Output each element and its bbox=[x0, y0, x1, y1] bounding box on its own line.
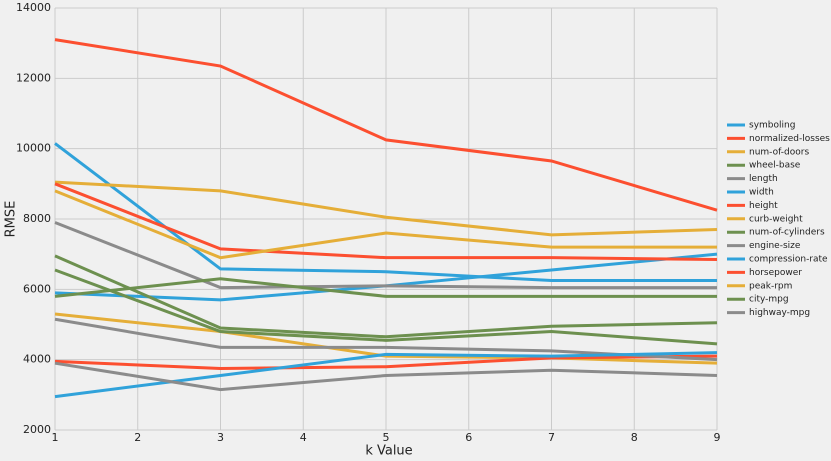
y-tick-label: 4000 bbox=[23, 353, 51, 366]
y-tick-label: 10000 bbox=[16, 142, 51, 155]
line bbox=[54, 182, 718, 261]
legend-label: length bbox=[749, 174, 778, 184]
x-axis-label: k Value bbox=[365, 444, 412, 459]
y-tick-label: 14000 bbox=[16, 1, 51, 14]
legend-label: compression-rate bbox=[749, 255, 828, 265]
y-tick-label: 2000 bbox=[23, 423, 51, 436]
line bbox=[54, 312, 718, 365]
y-axis-label: RMSE bbox=[4, 201, 19, 238]
legend-label: normalized-losses bbox=[749, 134, 830, 144]
line bbox=[54, 361, 718, 392]
x-tick-label: 6 bbox=[465, 431, 472, 444]
legend-label: city-mpg bbox=[749, 295, 789, 305]
legend-label: horsepower bbox=[749, 268, 802, 278]
legend-label: peak-rpm bbox=[749, 281, 792, 291]
line bbox=[54, 221, 717, 290]
x-tick-label: 8 bbox=[631, 431, 638, 444]
x-tick-label: 7 bbox=[548, 431, 555, 444]
x-tick-label: 4 bbox=[300, 431, 307, 444]
y-tick-label: 6000 bbox=[23, 282, 51, 295]
line bbox=[54, 254, 718, 339]
line bbox=[54, 268, 718, 346]
line bbox=[54, 351, 718, 399]
legend-label: width bbox=[749, 188, 774, 198]
legend-label: engine-size bbox=[749, 241, 801, 251]
line bbox=[54, 277, 717, 298]
x-tick-label: 1 bbox=[52, 431, 59, 444]
y-tick-label: 12000 bbox=[16, 71, 51, 84]
x-tick-label: 5 bbox=[383, 431, 390, 444]
y-tick-label: 8000 bbox=[23, 212, 51, 225]
legend-label: num-of-doors bbox=[749, 147, 809, 157]
line bbox=[54, 354, 718, 370]
legend-label: height bbox=[749, 201, 778, 211]
line bbox=[54, 189, 717, 260]
line bbox=[54, 180, 718, 237]
legend-label: wheel-base bbox=[749, 161, 801, 171]
legend-label: symboling bbox=[749, 121, 795, 131]
line bbox=[54, 38, 718, 212]
legend-label: num-of-cylinders bbox=[749, 228, 825, 238]
legend-label: highway-mpg bbox=[749, 308, 810, 318]
legend: symboling normalized-losses num-of-doors wh… bbox=[727, 121, 830, 318]
legend-label: curb-weight bbox=[749, 214, 803, 224]
x-tick-label: 3 bbox=[217, 431, 224, 444]
x-tick-label: 9 bbox=[714, 431, 721, 444]
x-tick-label: 2 bbox=[134, 431, 141, 444]
